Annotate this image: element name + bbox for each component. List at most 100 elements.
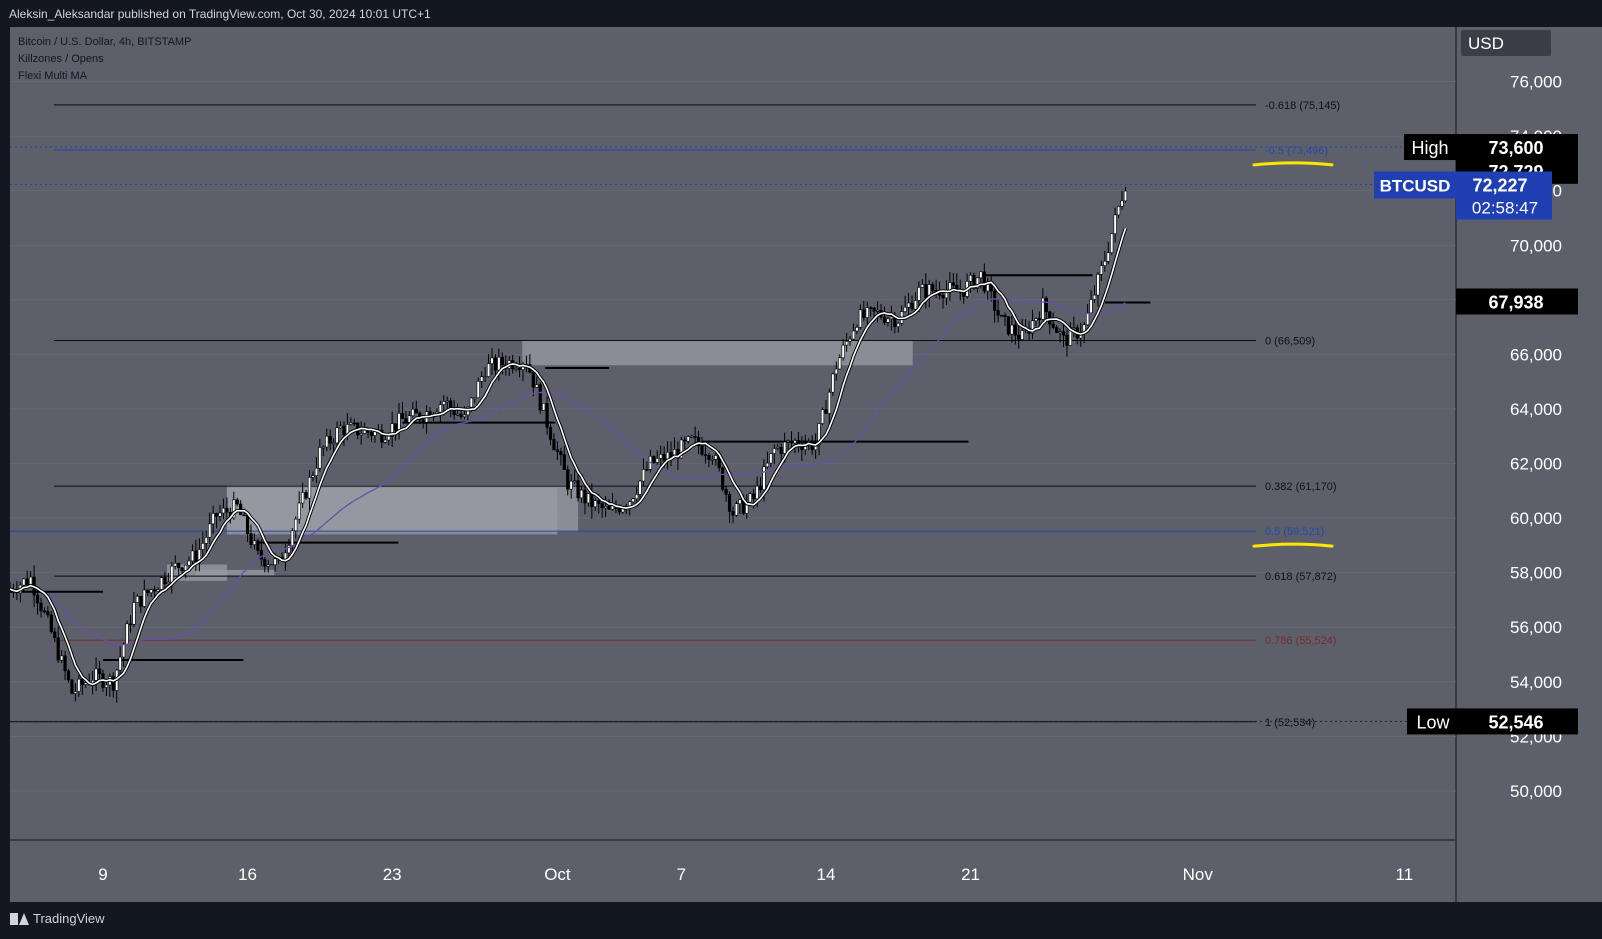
supply-demand-zone — [226, 488, 558, 535]
candle — [469, 397, 473, 408]
candle — [29, 576, 33, 585]
candle — [208, 523, 212, 538]
currency-label[interactable]: USD — [1468, 34, 1504, 53]
candle — [875, 309, 880, 312]
candle — [342, 425, 346, 436]
candle — [393, 423, 398, 431]
candle — [1065, 334, 1069, 346]
candle — [421, 419, 425, 423]
bar-countdown: 02:58:47 — [1472, 198, 1538, 217]
candle — [335, 427, 339, 444]
candle — [920, 284, 924, 288]
candle — [872, 307, 876, 312]
candle — [862, 309, 866, 318]
plot-area[interactable] — [10, 27, 1456, 840]
candle — [566, 469, 570, 490]
x-tick-label: 9 — [98, 865, 107, 884]
candle — [332, 442, 336, 445]
candle — [132, 602, 136, 625]
candle — [631, 498, 635, 503]
candle — [779, 446, 783, 454]
candle — [545, 402, 549, 428]
candle — [552, 439, 556, 451]
currency-selector[interactable] — [1461, 30, 1551, 56]
candle — [786, 440, 790, 443]
candle — [662, 453, 666, 461]
candle — [638, 480, 642, 495]
current-price-value: 72,227 — [1472, 175, 1527, 195]
candle — [369, 432, 374, 436]
candle — [1003, 315, 1007, 317]
candle — [307, 476, 312, 499]
candle — [752, 493, 756, 500]
candle — [325, 435, 329, 448]
candle — [352, 422, 356, 425]
candle — [84, 682, 88, 685]
candle — [125, 623, 129, 645]
legend-indicator-ma[interactable]: Flexi Multi MA — [18, 70, 88, 82]
candle — [139, 596, 143, 607]
candle — [659, 453, 663, 459]
candle — [1113, 214, 1117, 235]
y-tick-label: 76,000 — [1510, 73, 1562, 92]
high-label: High — [1411, 138, 1448, 158]
candle — [917, 287, 921, 301]
candle — [153, 589, 157, 592]
candle — [576, 480, 580, 499]
candle — [913, 300, 918, 310]
candle — [287, 545, 291, 554]
x-tick-label: 14 — [816, 865, 835, 884]
candle — [586, 493, 590, 504]
candle — [579, 489, 584, 499]
low-label: Low — [1416, 712, 1450, 732]
candle — [1051, 323, 1055, 328]
candle — [845, 341, 849, 346]
candle — [562, 454, 566, 470]
candle — [180, 567, 184, 572]
candle — [538, 384, 542, 411]
candle — [70, 679, 74, 694]
candle — [1092, 294, 1097, 300]
tradingview-logo[interactable]: TradingView — [10, 911, 105, 926]
candle — [714, 455, 718, 460]
candle — [707, 455, 711, 460]
chart-frame[interactable]: 50,000 52,000 54,000 56,000 58,000 60,000 62,0… — [10, 27, 1602, 902]
candle — [273, 558, 277, 566]
candle — [851, 330, 856, 340]
candle — [204, 537, 208, 544]
candle — [738, 499, 742, 505]
candle — [783, 441, 787, 454]
candle — [1017, 334, 1021, 340]
candle — [1010, 324, 1014, 335]
candle — [104, 684, 108, 688]
candle — [889, 316, 893, 320]
candle — [1106, 252, 1110, 262]
legend-symbol[interactable]: Bitcoin / U.S. Dollar, 4h, BITSTAMP — [18, 36, 192, 48]
candle — [789, 440, 794, 444]
candle — [211, 513, 215, 525]
price-chart[interactable]: 50,00052,00054,00056,00058,00060,00062,0… — [10, 27, 1602, 902]
y-tick-label: 70,000 — [1510, 236, 1562, 255]
x-tick-label: 23 — [383, 865, 402, 884]
candle — [1020, 330, 1024, 340]
legend-indicator-killzones[interactable]: Killzones / Opens — [18, 53, 104, 65]
candle — [411, 408, 415, 417]
candle — [201, 543, 205, 550]
time-axis[interactable] — [10, 840, 1456, 902]
candle — [645, 468, 649, 471]
x-tick-label: Nov — [1183, 865, 1214, 884]
candle — [294, 518, 298, 532]
candle — [607, 506, 611, 510]
candle — [721, 467, 725, 490]
candle — [190, 550, 195, 562]
candle — [906, 302, 911, 308]
level-67938-badge — [1456, 288, 1578, 315]
candle — [793, 440, 797, 444]
candle — [573, 480, 577, 482]
candle — [149, 589, 153, 594]
low-label-box — [1407, 708, 1459, 735]
candle — [314, 467, 319, 476]
candle — [97, 668, 102, 675]
candle — [249, 533, 253, 545]
candle — [170, 565, 174, 583]
